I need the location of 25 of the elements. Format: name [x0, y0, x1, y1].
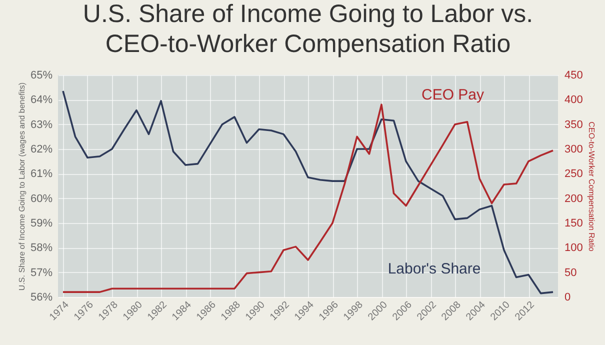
y2-tick-label: 50	[564, 266, 577, 279]
y2-tick-label: 450	[564, 70, 583, 82]
y-tick-label: 63%	[30, 118, 53, 131]
y2-tick-label: 350	[564, 118, 583, 131]
y-tick-label: 65%	[30, 70, 53, 82]
y-tick-label: 58%	[30, 242, 53, 254]
y2-tick-label: 100	[564, 242, 583, 254]
y-tick-label: 61%	[30, 168, 53, 180]
y-tick-label: 64%	[30, 94, 53, 106]
y-tick-label: 56%	[30, 292, 53, 304]
y2-tick-label: 250	[564, 168, 583, 180]
series-label: CEO Pay	[422, 86, 485, 104]
y2-tick-label: 0	[564, 292, 571, 304]
y-tick-label: 57%	[30, 266, 53, 279]
y2-tick-label: 150	[564, 218, 583, 230]
y-tick-label: 59%	[30, 218, 53, 230]
chart-title: U.S. Share of Income Going to Labor vs. CEO-to-Worker Compensation Ratio	[82, 0, 534, 58]
series-label: Labor's Share	[388, 260, 481, 278]
y2-tick-label: 200	[564, 192, 583, 205]
y-tick-label: 60%	[30, 192, 53, 205]
y-tick-label: 62%	[30, 144, 53, 156]
y-axis-title: U.S. Share of Income Going to Labor (wages and benefits)	[17, 82, 26, 291]
y2-tick-label: 400	[564, 94, 583, 106]
y2-tick-label: 300	[564, 144, 583, 156]
y2-axis-title: CEO-to-Worker Compensation Ratio	[586, 122, 596, 252]
